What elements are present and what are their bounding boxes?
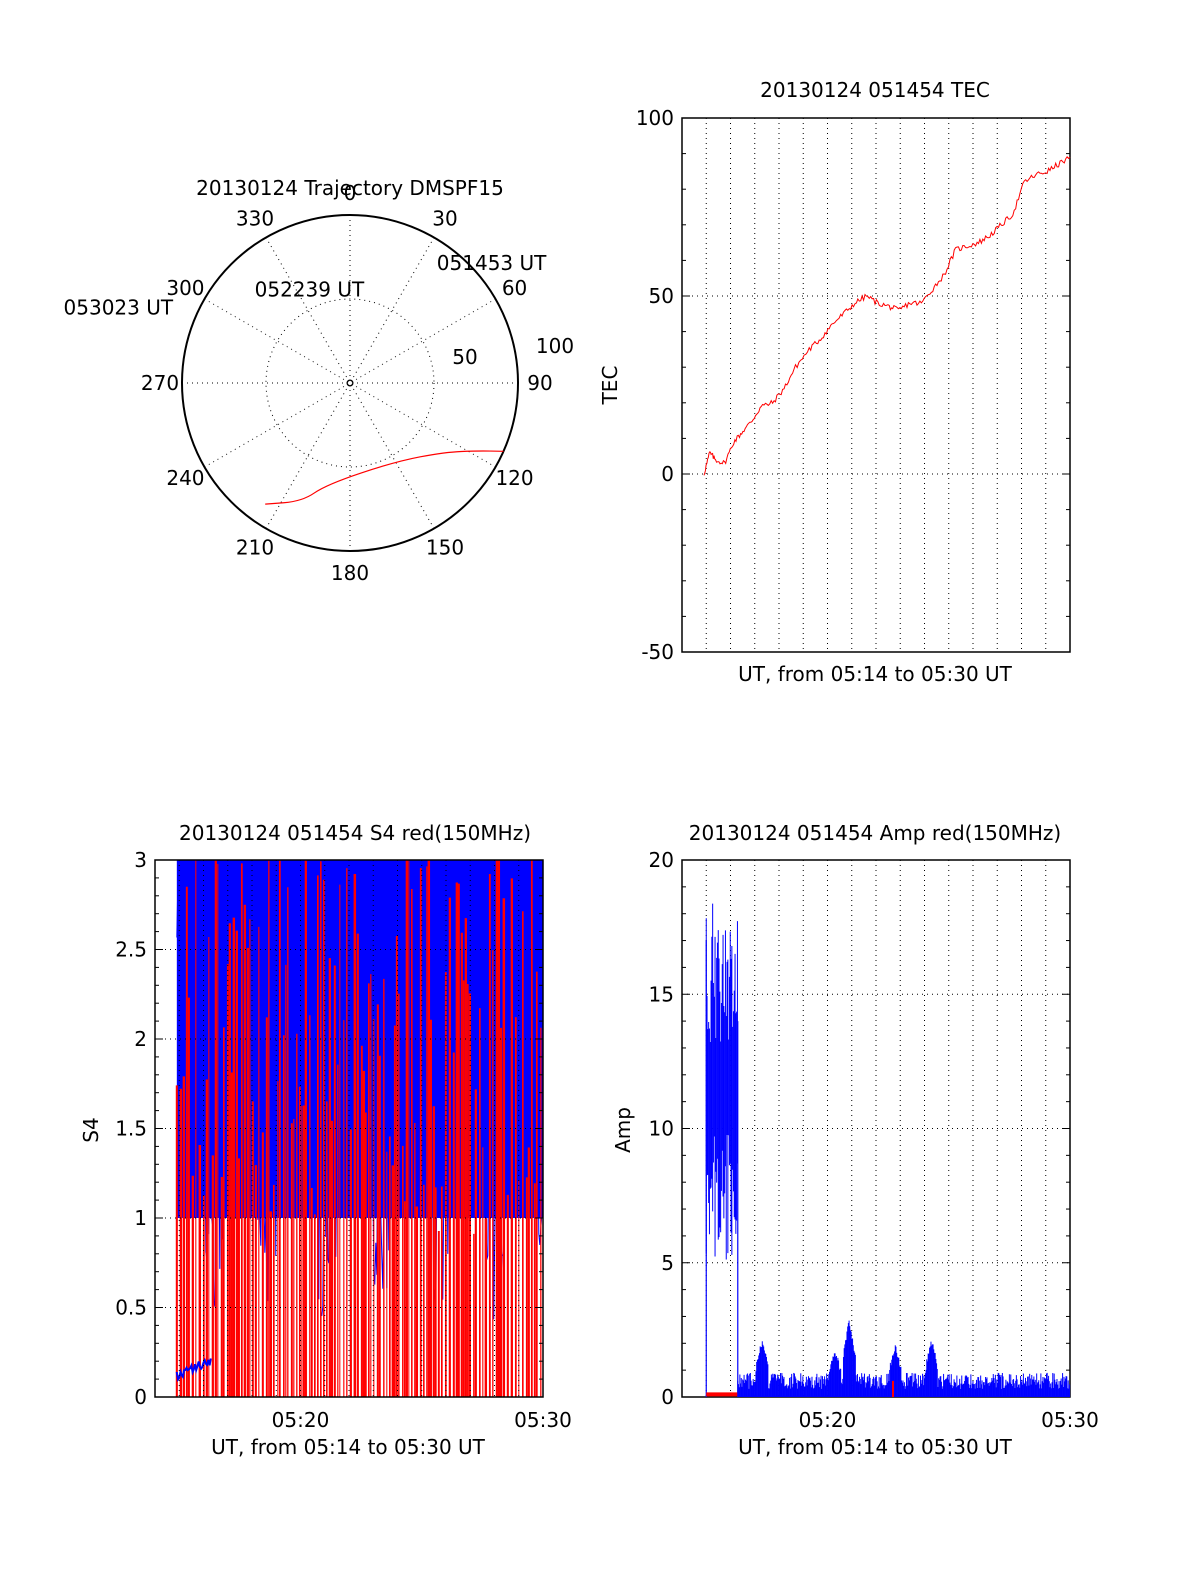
angle-tick-label: 180 [331,561,369,585]
amp-title: 20130124 051454 Amp red(150MHz) [689,821,1061,845]
y-tick-label: 50 [649,284,674,308]
y-tick-label: 0 [134,1385,147,1409]
s4-ylabel: S4 [79,1117,103,1142]
y-tick-label: 3 [134,848,147,872]
y-tick-label: 10 [649,1117,674,1141]
x-tick-label: 05:30 [514,1408,572,1432]
y-tick-label: 0.5 [115,1296,147,1320]
polar-title: 20130124 Trajectory DMSPF15 [196,176,504,200]
tec-title: 20130124 051454 TEC [760,78,990,102]
angle-tick-label: 60 [502,276,527,300]
angle-tick-label: 210 [236,536,274,560]
y-tick-label: 1 [134,1206,147,1230]
polar-spoke [204,298,496,468]
y-tick-label: 0 [661,462,674,486]
y-tick-label: -50 [641,640,674,664]
amp-xlabel: UT, from 05:14 to 05:30 UT [738,1435,1013,1459]
tec-plot: 20130124 051454 TEC UT, from 05:14 to 05… [598,78,1071,686]
trajectory-time-label: 052239 UT [255,277,365,301]
amp-ylabel: Amp [611,1107,635,1153]
tec-xlabel: UT, from 05:14 to 05:30 UT [738,662,1013,686]
x-tick-label: 05:20 [799,1408,857,1432]
s4-plot: 20130124 051454 S4 red(150MHz) UT, from … [79,821,572,1459]
tec-ylabel: TEC [598,366,622,406]
polar-grid-ring [265,298,435,468]
y-tick-label: 100 [636,106,674,130]
tec-line [703,155,1071,476]
polar-spoke [265,237,435,529]
y-tick-label: 2.5 [115,938,147,962]
radial-tick-label: 50 [452,345,477,369]
trajectory-polar-plot: 20130124 Trajectory DMSPF15 0 30 60 90 120 15… [64,176,575,585]
s4-blue-low-segment [175,1357,212,1383]
amp-plot: 20130124 051454 Amp red(150MHz) UT, from… [611,821,1099,1459]
s4-title: 20130124 051454 S4 red(150MHz) [179,821,531,845]
polar-spoke [204,298,496,468]
polar-spoke [265,237,435,529]
plot-frame [154,859,544,1398]
y-tick-label: 15 [649,982,674,1006]
angle-tick-label: 120 [495,466,533,490]
x-tick-label: 05:20 [272,1408,330,1432]
angle-tick-label: 270 [141,371,179,395]
angle-tick-label: 300 [166,276,204,300]
x-tick-label: 05:30 [1041,1408,1099,1432]
angle-tick-label: 30 [432,206,457,230]
plot-frame [681,117,1071,653]
angle-tick-label: 90 [527,371,552,395]
y-tick-label: 1.5 [115,1117,147,1141]
angle-tick-label: 240 [166,466,204,490]
s4-xlabel: UT, from 05:14 to 05:30 UT [211,1435,486,1459]
y-tick-label: 20 [649,848,674,872]
trajectory-time-label: 051453 UT [437,251,547,275]
angle-tick-label: 0 [344,181,357,205]
trajectory-line [265,450,504,505]
angle-tick-label: 330 [236,206,274,230]
angle-tick-label: 150 [426,536,464,560]
y-tick-label: 0 [661,1385,674,1409]
radial-tick-label: 100 [536,334,574,358]
y-tick-label: 5 [661,1251,674,1275]
y-tick-label: 2 [134,1027,147,1051]
trajectory-time-label: 053023 UT [64,296,174,320]
